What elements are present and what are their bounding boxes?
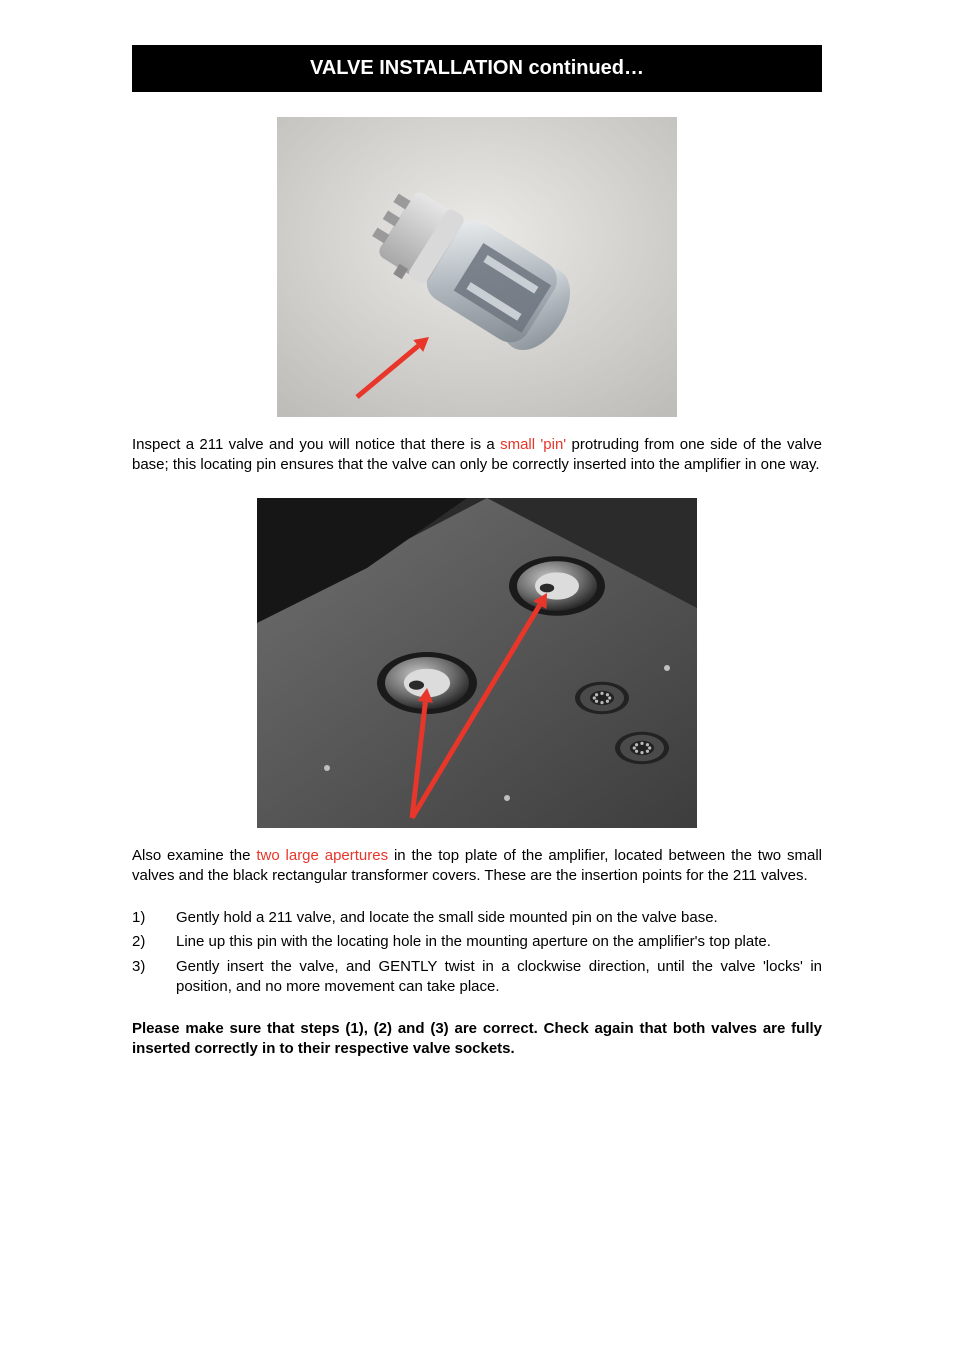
para2-highlight: two large apertures	[256, 847, 388, 864]
figure-amplifier	[132, 498, 822, 828]
valve-illustration	[277, 117, 677, 417]
step-text: Line up this pin with the locating hole …	[176, 932, 822, 952]
para1-pre: Inspect a 211 valve and you will notice …	[132, 436, 500, 453]
paragraph-1: Inspect a 211 valve and you will notice …	[132, 435, 822, 476]
note-text: Please make sure that steps (1), (2) and…	[132, 1019, 822, 1060]
page-title: VALVE INSTALLATION continued…	[132, 45, 822, 92]
step-text: Gently hold a 211 valve, and locate the …	[176, 908, 822, 928]
figure-valve	[132, 117, 822, 417]
step-row: 2) Line up this pin with the locating ho…	[132, 932, 822, 952]
steps-list: 1) Gently hold a 211 valve, and locate t…	[132, 908, 822, 997]
step-number: 1)	[132, 908, 176, 928]
para1-highlight: small 'pin'	[500, 436, 566, 453]
step-number: 2)	[132, 932, 176, 952]
step-number: 3)	[132, 957, 176, 998]
step-row: 3) Gently insert the valve, and GENTLY t…	[132, 957, 822, 998]
paragraph-2: Also examine the two large apertures in …	[132, 846, 822, 887]
step-text: Gently insert the valve, and GENTLY twis…	[176, 957, 822, 998]
para2-pre: Also examine the	[132, 847, 256, 864]
step-row: 1) Gently hold a 211 valve, and locate t…	[132, 908, 822, 928]
amplifier-illustration	[257, 498, 697, 828]
